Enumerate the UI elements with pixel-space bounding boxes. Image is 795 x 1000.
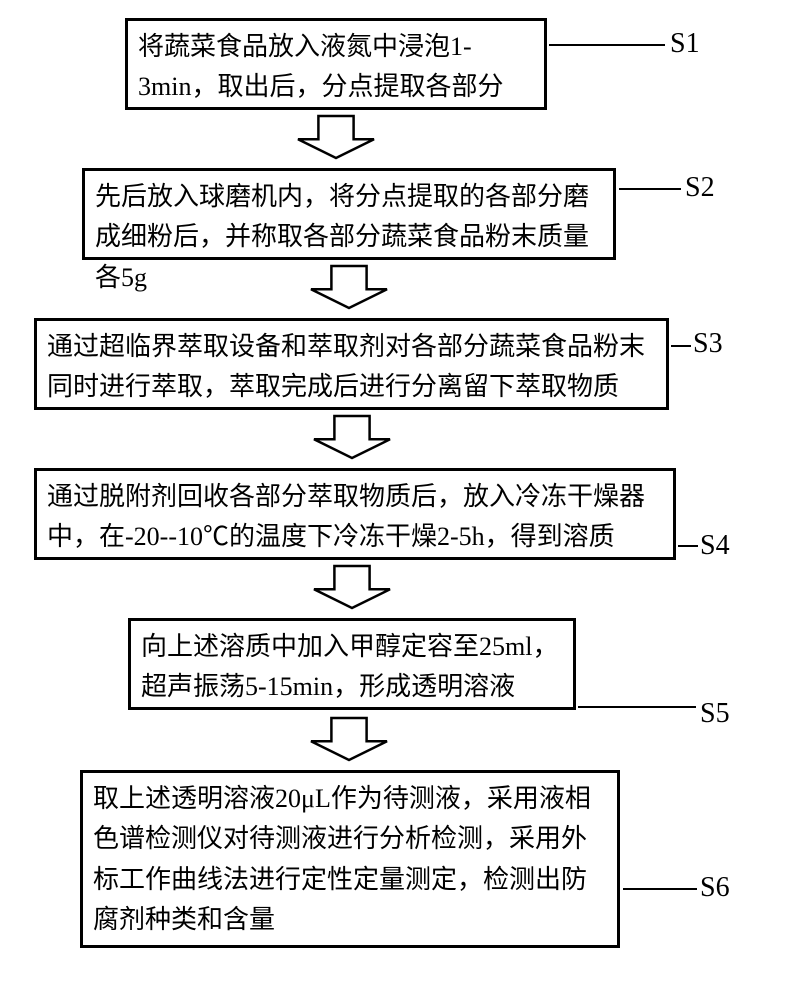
flowchart-step-s4: 通过脱附剂回收各部分萃取物质后，放入冷冻干燥器中，在-20--10℃的温度下冷冻…: [34, 468, 676, 560]
flow-arrow-icon: [296, 114, 376, 160]
step-label-s5: S5: [700, 698, 730, 730]
step-text: 通过脱附剂回收各部分萃取物质后，放入冷冻干燥器中，在-20--10℃的温度下冷冻…: [47, 477, 663, 558]
flowchart-step-s6: 取上述透明溶液20μL作为待测液，采用液相色谱检测仪对待测液进行分析检测，采用外…: [80, 770, 620, 948]
step-text: 通过超临界萃取设备和萃取剂对各部分蔬菜食品粉末同时进行萃取，萃取完成后进行分离留…: [47, 327, 656, 408]
step-text: 取上述透明溶液20μL作为待测液，采用液相色谱检测仪对待测液进行分析检测，采用外…: [93, 779, 607, 940]
flow-arrow-icon: [309, 264, 389, 310]
step-label-s3: S3: [693, 328, 723, 360]
step-text: 将蔬菜食品放入液氮中浸泡1-3min，取出后，分点提取各部分: [138, 27, 534, 108]
flowchart-step-s5: 向上述溶质中加入甲醇定容至25ml，超声振荡5-15min，形成透明溶液: [128, 618, 576, 710]
flow-arrow-icon: [312, 414, 392, 460]
leader-line: [549, 44, 665, 46]
step-label-s6: S6: [700, 872, 730, 904]
leader-line: [623, 888, 697, 890]
flowchart-canvas: 将蔬菜食品放入液氮中浸泡1-3min，取出后，分点提取各部分 S1 先后放入球磨机内…: [0, 0, 795, 1000]
leader-line: [619, 188, 681, 190]
flowchart-step-s1: 将蔬菜食品放入液氮中浸泡1-3min，取出后，分点提取各部分: [125, 18, 547, 110]
leader-line: [678, 545, 698, 547]
step-text: 向上述溶质中加入甲醇定容至25ml，超声振荡5-15min，形成透明溶液: [141, 627, 563, 708]
step-label-s1: S1: [670, 28, 700, 60]
flow-arrow-icon: [309, 716, 389, 762]
flowchart-step-s2: 先后放入球磨机内，将分点提取的各部分磨成细粉后，并称取各部分蔬菜食品粉末质量各5…: [82, 168, 616, 260]
flow-arrow-icon: [312, 564, 392, 610]
leader-line: [671, 345, 691, 347]
step-label-s2: S2: [685, 172, 715, 204]
leader-line: [578, 706, 696, 708]
step-label-s4: S4: [700, 530, 730, 562]
flowchart-step-s3: 通过超临界萃取设备和萃取剂对各部分蔬菜食品粉末同时进行萃取，萃取完成后进行分离留…: [34, 318, 669, 410]
